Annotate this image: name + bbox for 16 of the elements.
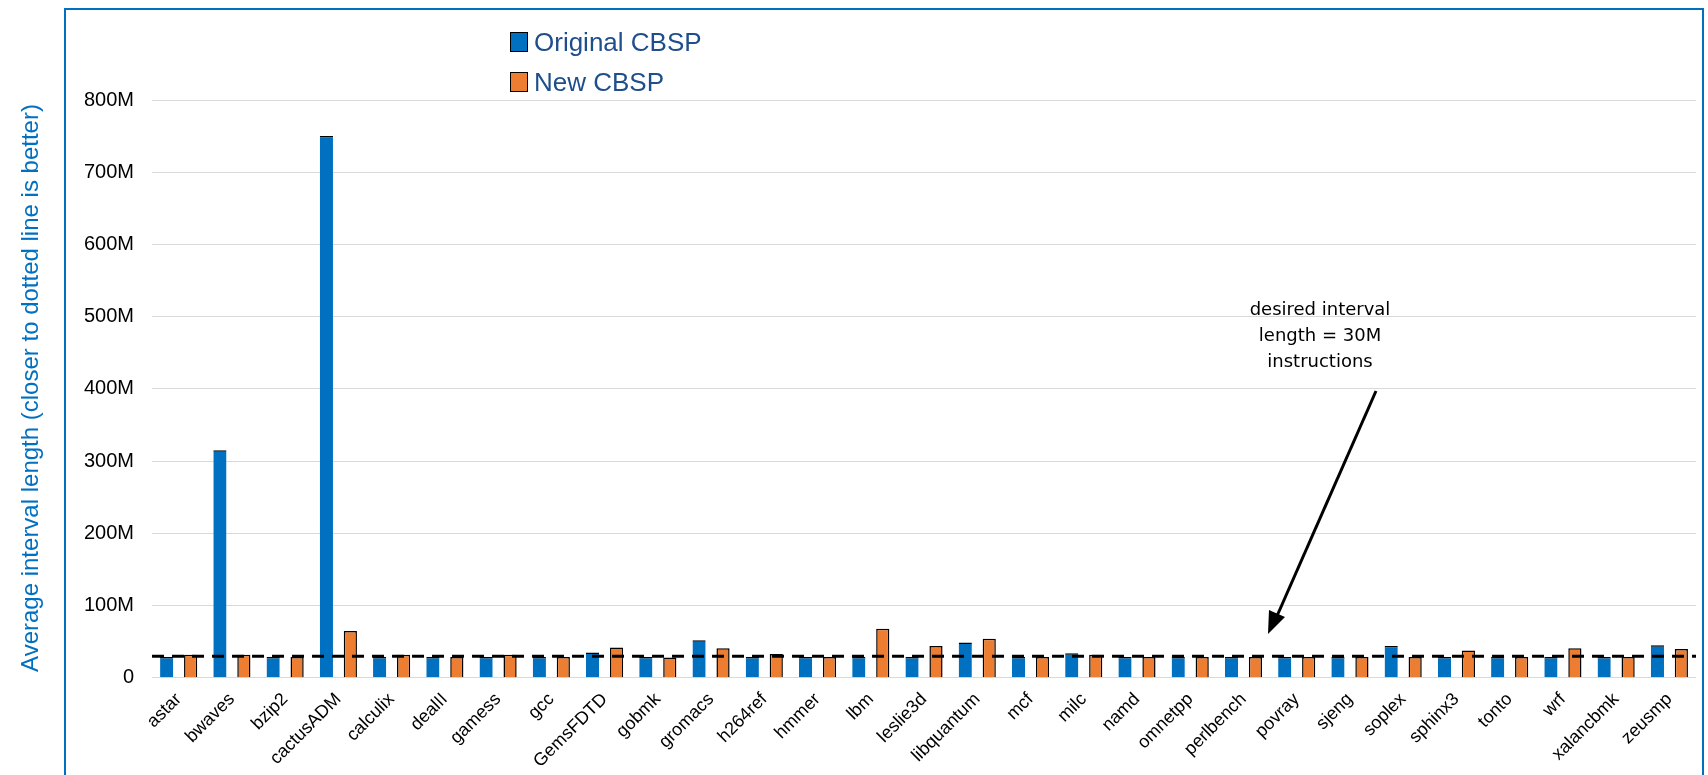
x-tick-label: mcf xyxy=(1002,687,1038,724)
x-tick-label: lbm xyxy=(842,688,878,724)
y-tick-label: 800M xyxy=(84,87,135,110)
y-axis-title: Average interval length (closer to dotted line is better) xyxy=(16,103,44,672)
y-tick-label: 300M xyxy=(84,448,135,471)
y-tick-label: 0 xyxy=(122,665,135,688)
annotation: desired interval length = 30M instructions xyxy=(1248,297,1392,373)
y-tick-label: 700M xyxy=(84,159,135,182)
legend-label: New CBSP xyxy=(534,66,665,98)
y-tick-label: 500M xyxy=(84,304,135,327)
legend-label: Original CBSP xyxy=(534,26,702,58)
x-tick-label: milc xyxy=(1053,688,1091,726)
y-tick-label: 600M xyxy=(84,231,135,254)
y-tick-label: 200M xyxy=(84,520,135,543)
y-tick-label: 100M xyxy=(84,593,135,616)
y-tick-label: 400M xyxy=(84,376,135,399)
